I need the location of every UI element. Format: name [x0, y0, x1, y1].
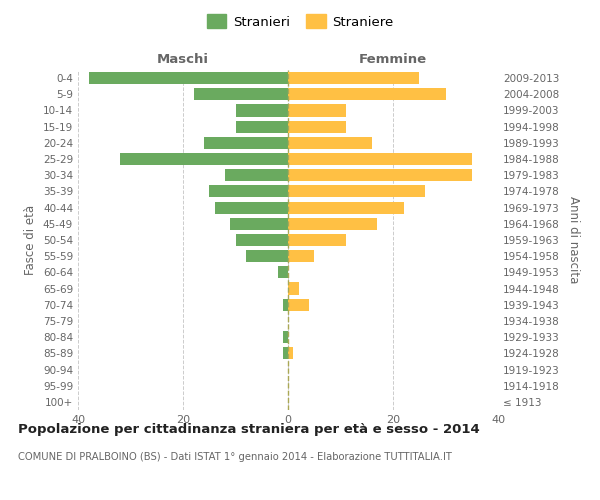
Bar — [288, 88, 445, 101]
Y-axis label: Anni di nascita: Anni di nascita — [566, 196, 580, 284]
Text: Popolazione per cittadinanza straniera per età e sesso - 2014: Popolazione per cittadinanza straniera p… — [18, 422, 480, 436]
Y-axis label: Fasce di età: Fasce di età — [25, 205, 37, 275]
Bar — [288, 234, 346, 246]
Bar — [204, 137, 288, 149]
Bar — [88, 72, 288, 84]
Bar — [235, 104, 288, 117]
Bar — [235, 234, 288, 246]
Bar — [193, 88, 288, 101]
Legend: Stranieri, Straniere: Stranieri, Straniere — [201, 9, 399, 34]
Bar — [283, 348, 288, 360]
Bar — [230, 218, 288, 230]
Bar — [235, 120, 288, 132]
Bar — [209, 186, 288, 198]
Bar — [225, 169, 288, 181]
Bar — [288, 153, 472, 165]
Bar — [246, 250, 288, 262]
Bar — [288, 298, 309, 311]
Bar — [288, 186, 425, 198]
Bar — [283, 298, 288, 311]
Bar — [288, 282, 299, 294]
Bar — [288, 348, 293, 360]
Text: COMUNE DI PRALBOINO (BS) - Dati ISTAT 1° gennaio 2014 - Elaborazione TUTTITALIA.: COMUNE DI PRALBOINO (BS) - Dati ISTAT 1°… — [18, 452, 452, 462]
Bar — [288, 104, 346, 117]
Bar — [215, 202, 288, 213]
Bar — [288, 120, 346, 132]
Text: Femmine: Femmine — [359, 53, 427, 66]
Bar — [288, 169, 472, 181]
Bar — [288, 137, 372, 149]
Bar — [288, 202, 404, 213]
Bar — [277, 266, 288, 278]
Text: Maschi: Maschi — [157, 53, 209, 66]
Bar — [120, 153, 288, 165]
Bar — [288, 72, 419, 84]
Bar — [288, 218, 377, 230]
Bar — [283, 331, 288, 343]
Bar — [288, 250, 314, 262]
